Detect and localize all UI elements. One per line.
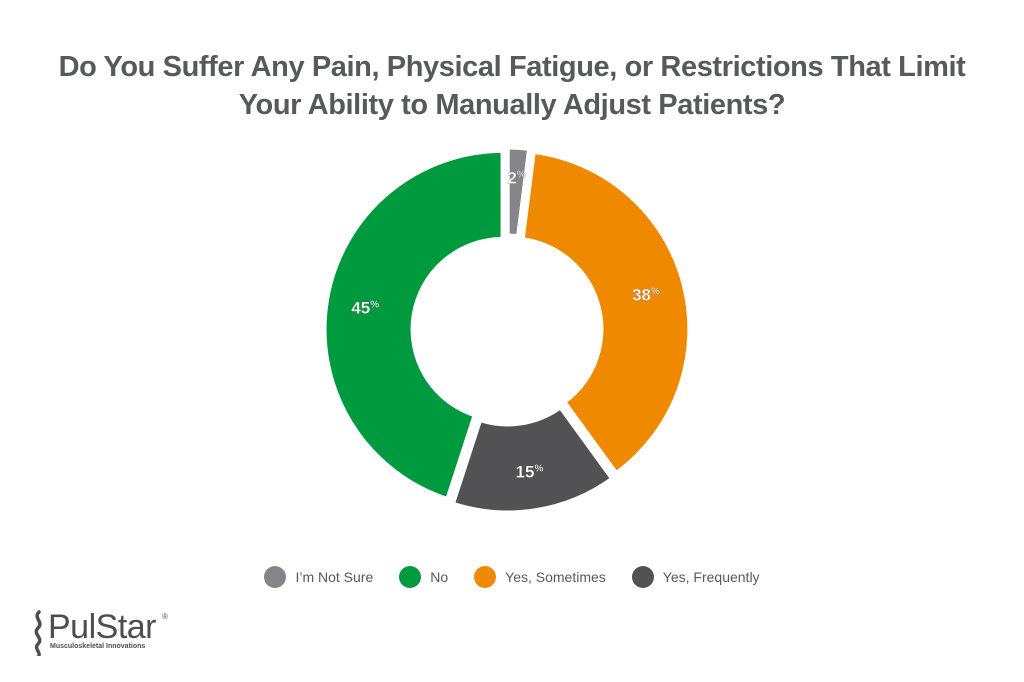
data-label-suffix-yes-sometimes: % [651, 286, 660, 297]
data-label-yes-sometimes: 38% [632, 285, 660, 304]
legend-label-no: No [430, 569, 449, 585]
data-label-suffix-no: % [370, 300, 379, 311]
legend-label-not-sure: I’m Not Sure [295, 569, 374, 585]
chart-title-line-1: Do You Suffer Any Pain, Physical Fatigue… [58, 51, 966, 83]
chart-title: Do You Suffer Any Pain, Physical Fatigue… [0, 48, 1024, 124]
legend-swatch-yes-sometimes [474, 566, 497, 588]
legend-label-yes-sometimes: Yes, Sometimes [505, 569, 606, 585]
logo-wordmark: PulStar [48, 608, 157, 646]
data-label-value-yes-frequently: 15 [516, 463, 535, 482]
legend-item-not-sure: I’m Not Sure [264, 566, 373, 588]
data-label-not-sure: 2% [507, 168, 525, 187]
data-label-value-no: 45 [351, 299, 370, 318]
chart-legend: I’m Not Sure No Yes, Sometimes Yes, Freq… [0, 566, 1024, 588]
data-label-suffix-not-sure: % [517, 169, 526, 180]
legend-swatch-not-sure [264, 566, 287, 588]
data-label-value-yes-sometimes: 38 [632, 285, 651, 304]
legend-item-no: No [399, 566, 448, 588]
donut-slice-yes-sometimes [519, 148, 693, 478]
legend-label-yes-frequently: Yes, Frequently [662, 569, 760, 585]
data-label-value-not-sure: 2 [507, 168, 516, 187]
data-label-yes-frequently: 15% [516, 463, 544, 482]
legend-swatch-no [399, 566, 422, 588]
data-label-no: 45% [351, 299, 379, 318]
legend-item-yes-sometimes: Yes, Sometimes [474, 566, 606, 588]
logo-registered-mark: ® [162, 612, 168, 621]
pulstar-logo: PulStar ® Musculoskeletal Innovations [30, 608, 180, 660]
data-label-suffix-yes-frequently: % [534, 464, 543, 475]
donut-slice-yes-frequently [449, 403, 617, 516]
chart-title-line-2: Your Ability to Manually Adjust Patients… [238, 89, 786, 121]
donut-slice-not-sure [504, 144, 533, 240]
spine-icon [34, 610, 42, 656]
donut-slice-no [321, 147, 506, 503]
legend-item-yes-frequently: Yes, Frequently [631, 566, 760, 588]
logo-tagline: Musculoskeletal Innovations [50, 643, 146, 650]
legend-swatch-yes-frequently [631, 566, 654, 588]
